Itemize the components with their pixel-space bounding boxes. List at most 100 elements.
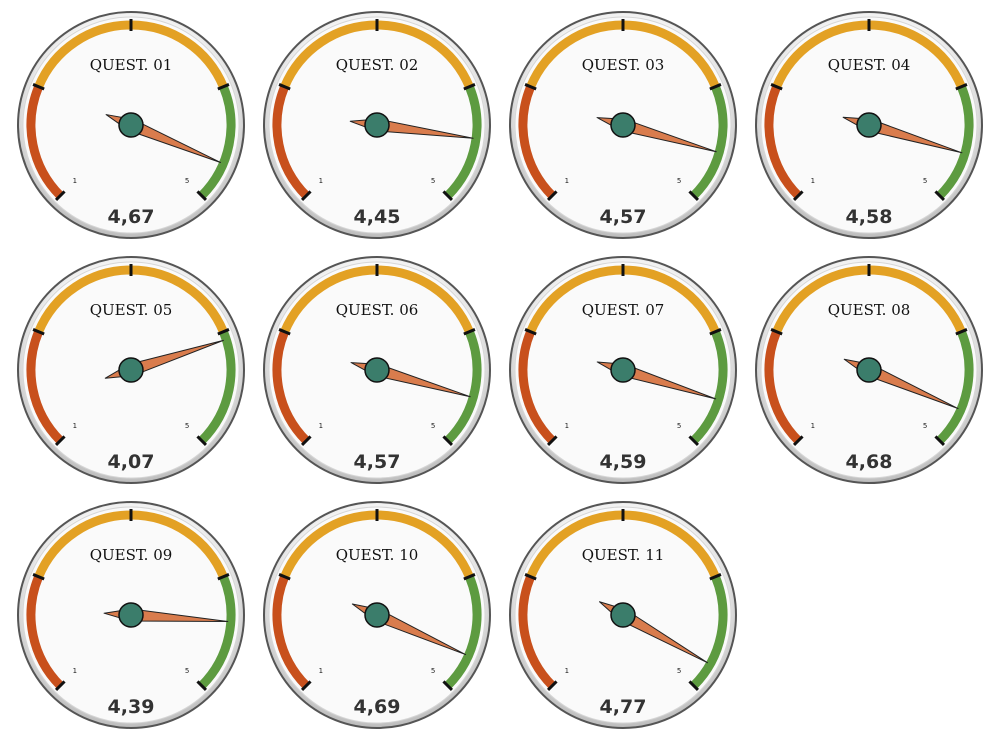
gauge-tick bbox=[442, 190, 454, 202]
gauge-zone-high bbox=[936, 330, 974, 444]
gauge-title: QUEST. 06 bbox=[336, 301, 419, 319]
gauge-zone-low bbox=[764, 85, 802, 199]
gauge-title: QUEST. 09 bbox=[90, 546, 173, 564]
gauge-min-label: 1 bbox=[73, 422, 77, 430]
gauge-09: 1 5 QUEST. 09 4,39 bbox=[17, 501, 245, 729]
gauge-min-label: 1 bbox=[811, 177, 815, 185]
gauge-min-label: 1 bbox=[319, 422, 323, 430]
gauge-title: QUEST. 05 bbox=[90, 301, 173, 319]
gauge-tick bbox=[278, 573, 291, 581]
gauge-tick bbox=[217, 573, 230, 581]
gauge-zone-high bbox=[690, 575, 728, 689]
gauge-tick bbox=[688, 435, 700, 447]
gauge-max-label: 5 bbox=[677, 422, 681, 430]
gauge-value: 4,45 bbox=[354, 206, 401, 228]
gauge-zone-low bbox=[518, 330, 556, 444]
gauge-tick bbox=[278, 83, 291, 91]
gauge-title: QUEST. 11 bbox=[582, 546, 665, 564]
gauge-hub bbox=[118, 602, 144, 628]
gauge-tick bbox=[546, 680, 558, 692]
gauge-value: 4,69 bbox=[354, 696, 401, 718]
gauge-zone-low bbox=[272, 575, 310, 689]
gauge-max-label: 5 bbox=[431, 177, 435, 185]
gauge-tick bbox=[196, 190, 208, 202]
gauge-hub bbox=[856, 357, 882, 383]
gauge-tick bbox=[463, 328, 476, 336]
gauge-tick bbox=[524, 328, 537, 336]
gauge-hub bbox=[856, 112, 882, 138]
gauge-min-label: 1 bbox=[73, 177, 77, 185]
gauge-title: QUEST. 02 bbox=[336, 56, 419, 74]
gauge-value: 4,58 bbox=[846, 206, 893, 228]
gauge-tick bbox=[688, 190, 700, 202]
gauge-tick bbox=[524, 573, 537, 581]
gauge-zone-low bbox=[272, 85, 310, 199]
gauge-max-label: 5 bbox=[431, 422, 435, 430]
gauge-zone-low bbox=[26, 575, 64, 689]
gauge-zone-high bbox=[198, 85, 236, 199]
gauge-max-label: 5 bbox=[431, 667, 435, 675]
gauge-tick bbox=[32, 83, 45, 91]
gauge-03: 1 5 QUEST. 03 4,57 bbox=[509, 11, 737, 239]
gauge-value: 4,57 bbox=[600, 206, 647, 228]
gauge-max-label: 5 bbox=[185, 422, 189, 430]
gauge-title: QUEST. 04 bbox=[828, 56, 911, 74]
gauge-title: QUEST. 07 bbox=[582, 301, 665, 319]
gauge-tick bbox=[54, 680, 66, 692]
gauge-04: 1 5 QUEST. 04 4,58 bbox=[755, 11, 983, 239]
gauge-tick bbox=[196, 680, 208, 692]
gauge-tick bbox=[278, 328, 291, 336]
gauge-zone-high bbox=[198, 330, 236, 444]
gauge-10: 1 5 QUEST. 10 4,69 bbox=[263, 501, 491, 729]
gauge-tick bbox=[709, 573, 722, 581]
gauge-hub bbox=[610, 357, 636, 383]
gauge-tick bbox=[546, 190, 558, 202]
gauge-max-label: 5 bbox=[677, 667, 681, 675]
gauge-zone-high bbox=[936, 85, 974, 199]
gauge-title: QUEST. 03 bbox=[582, 56, 665, 74]
gauge-tick bbox=[546, 435, 558, 447]
gauge-zone-low bbox=[518, 575, 556, 689]
gauge-zone-high bbox=[444, 575, 482, 689]
gauge-tick bbox=[770, 83, 783, 91]
gauge-01: 1 5 QUEST. 01 4,67 bbox=[17, 11, 245, 239]
gauge-07: 1 5 QUEST. 07 4,59 bbox=[509, 256, 737, 484]
gauge-value: 4,59 bbox=[600, 451, 647, 473]
gauge-tick bbox=[54, 435, 66, 447]
gauge-tick bbox=[32, 573, 45, 581]
gauge-11: 1 5 QUEST. 11 4,77 bbox=[509, 501, 737, 729]
gauge-08: 1 5 QUEST. 08 4,68 bbox=[755, 256, 983, 484]
gauge-zone-high bbox=[690, 85, 728, 199]
gauge-max-label: 5 bbox=[923, 177, 927, 185]
gauge-hub bbox=[364, 357, 390, 383]
gauge-tick bbox=[792, 435, 804, 447]
gauge-max-label: 5 bbox=[677, 177, 681, 185]
gauge-tick bbox=[54, 190, 66, 202]
gauge-tick bbox=[792, 190, 804, 202]
gauge-max-label: 5 bbox=[923, 422, 927, 430]
gauge-tick bbox=[463, 83, 476, 91]
gauge-min-label: 1 bbox=[73, 667, 77, 675]
gauge-zone-high bbox=[198, 575, 236, 689]
gauge-hub bbox=[118, 112, 144, 138]
gauge-zone-low bbox=[518, 85, 556, 199]
gauge-value: 4,07 bbox=[108, 451, 155, 473]
gauge-zone-high bbox=[690, 330, 728, 444]
gauge-tick bbox=[934, 435, 946, 447]
gauge-tick bbox=[300, 435, 312, 447]
gauge-title: QUEST. 01 bbox=[90, 56, 173, 74]
gauge-05: 1 5 QUEST. 05 4,07 bbox=[17, 256, 245, 484]
gauge-hub bbox=[610, 602, 636, 628]
gauge-hub bbox=[610, 112, 636, 138]
gauge-zone-low bbox=[26, 85, 64, 199]
gauge-tick bbox=[709, 328, 722, 336]
gauge-zone-low bbox=[764, 330, 802, 444]
gauge-tick bbox=[196, 435, 208, 447]
gauge-min-label: 1 bbox=[565, 177, 569, 185]
gauge-value: 4,77 bbox=[600, 696, 647, 718]
gauge-tick bbox=[442, 680, 454, 692]
gauge-zone-high bbox=[444, 85, 482, 199]
gauge-06: 1 5 QUEST. 06 4,57 bbox=[263, 256, 491, 484]
